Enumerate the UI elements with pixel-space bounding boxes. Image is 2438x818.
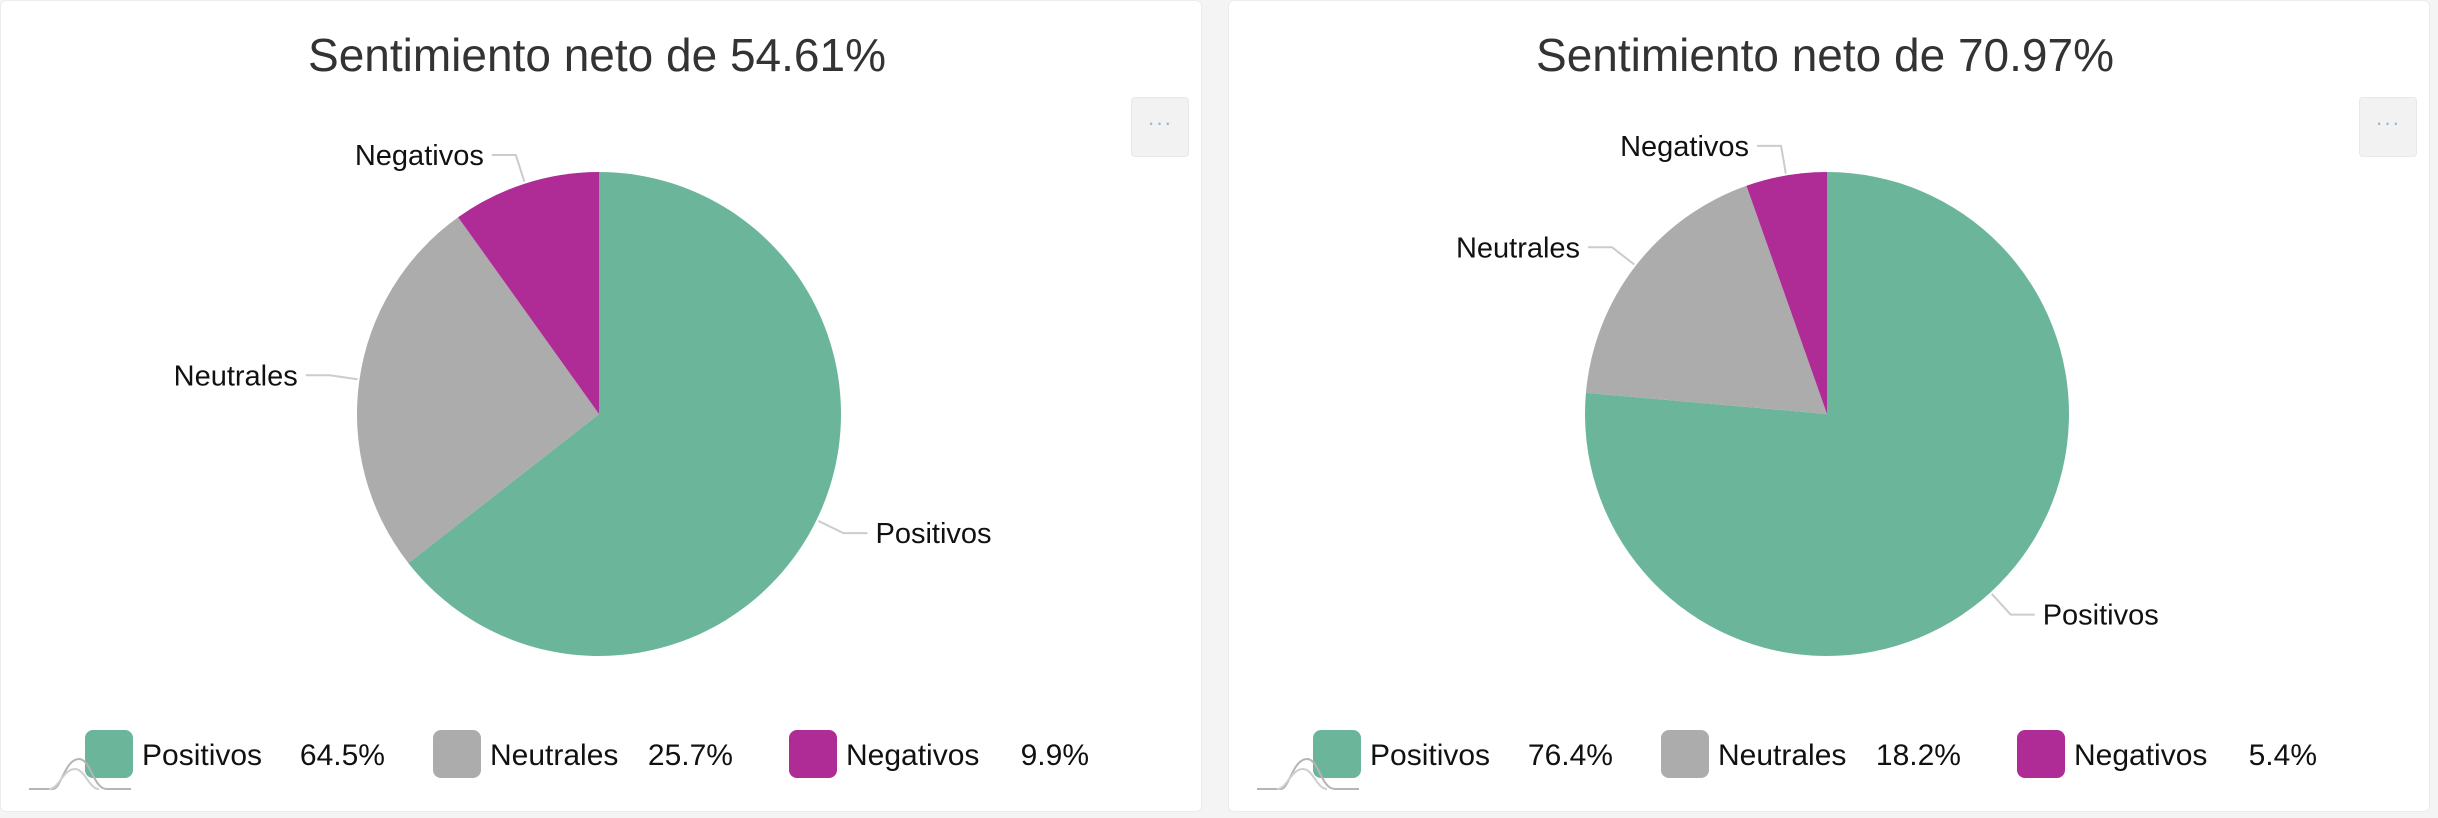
legend-label-negativos: Negativos: [846, 739, 979, 772]
ellipsis-icon: ···: [1147, 110, 1173, 135]
pie-slice-negativos[interactable]: [1746, 172, 1827, 414]
legend-item-negativos[interactable]: Negativos 9.9%: [789, 730, 1089, 778]
legend-value-positivos: 76.4%: [1528, 739, 1613, 772]
bell-curve-logo-icon: [29, 757, 131, 790]
pie-label-neutrales: Neutrales: [1456, 232, 1580, 264]
ellipsis-icon: ···: [2375, 110, 2401, 135]
pie-slice-neutrales[interactable]: [357, 217, 599, 564]
pie-chart-2: Sentimiento neto de 70.97% Positivos Neut…: [1313, 29, 2317, 778]
sentiment-chart-panel-1: Sentimiento neto de 54.61% Positivos Neut…: [0, 0, 1202, 812]
legend-swatch-positivos: [85, 730, 133, 778]
pie-chart-1: Sentimiento neto de 54.61% Positivos Neut…: [85, 29, 1089, 778]
legend-item-neutrales[interactable]: Neutrales 18.2%: [1661, 730, 1961, 778]
legend-swatch-neutrales: [433, 730, 481, 778]
legend-item-negativos[interactable]: Negativos 5.4%: [2017, 730, 2317, 778]
legend-value-negativos: 5.4%: [2249, 739, 2317, 772]
pie-slice-negativos[interactable]: [458, 172, 599, 414]
legend-item-positivos[interactable]: Positivos 64.5%: [85, 730, 385, 778]
pie-label-connector-negativos: [1757, 144, 1787, 174]
chart-title: Sentimiento neto de 70.97%: [1536, 29, 2114, 81]
pie-label-connector-neutrales: [305, 374, 358, 381]
legend-value-neutrales: 25.7%: [648, 739, 733, 772]
legend-item-neutrales[interactable]: Neutrales 25.7%: [433, 730, 733, 778]
chart-menu-button[interactable]: ···: [1131, 97, 1189, 157]
legend-value-positivos: 64.5%: [300, 739, 385, 772]
legend-swatch-positivos: [1313, 730, 1361, 778]
pie-labels: Positivos Neutrales Negativos: [174, 140, 992, 550]
legend-item-positivos[interactable]: Positivos 76.4%: [1313, 730, 1613, 778]
legend-label-neutrales: Neutrales: [490, 739, 618, 772]
pie-label-positivos: Positivos: [2043, 600, 2159, 632]
pie-label-negativos: Negativos: [355, 140, 484, 172]
chart-legend: Positivos 64.5% Neutrales 25.7% Negativos 9.9…: [85, 730, 1089, 778]
pie-label-connector-positivos: [1991, 593, 2035, 616]
pie-label-positivos: Positivos: [876, 518, 992, 550]
legend-label-neutrales: Neutrales: [1718, 739, 1846, 772]
pie-slice-positivos[interactable]: [408, 172, 841, 657]
pie-labels: Positivos Neutrales Negativos: [1456, 131, 2159, 632]
legend-swatch-negativos: [789, 730, 837, 778]
bell-curve-logo-icon: [1257, 757, 1359, 790]
legend-swatch-neutrales: [1661, 730, 1709, 778]
legend-value-neutrales: 18.2%: [1876, 739, 1961, 772]
chart-menu-button[interactable]: ···: [2359, 97, 2417, 157]
chart-title: Sentimiento neto de 54.61%: [308, 29, 886, 81]
legend-value-negativos: 9.9%: [1021, 739, 1089, 772]
pie-label-connector-neutrales: [1588, 246, 1635, 266]
pie-slices: [357, 172, 841, 657]
pie-label-connector-positivos: [817, 520, 868, 535]
legend-label-positivos: Positivos: [1370, 739, 1490, 772]
pie-label-neutrales: Neutrales: [174, 360, 298, 392]
pie-label-negativos: Negativos: [1620, 131, 1749, 163]
pie-slice-neutrales[interactable]: [1585, 185, 1827, 414]
legend-swatch-negativos: [2017, 730, 2065, 778]
pie-slices: [1585, 172, 2069, 656]
pie-label-connector-negativos: [491, 154, 526, 182]
legend-label-positivos: Positivos: [142, 739, 262, 772]
sentiment-chart-panel-2: Sentimiento neto de 70.97% Positivos Neut…: [1228, 0, 2430, 812]
chart-legend: Positivos 76.4% Neutrales 18.2% Negativos 5.4…: [1313, 730, 2317, 778]
legend-label-negativos: Negativos: [2074, 739, 2207, 772]
